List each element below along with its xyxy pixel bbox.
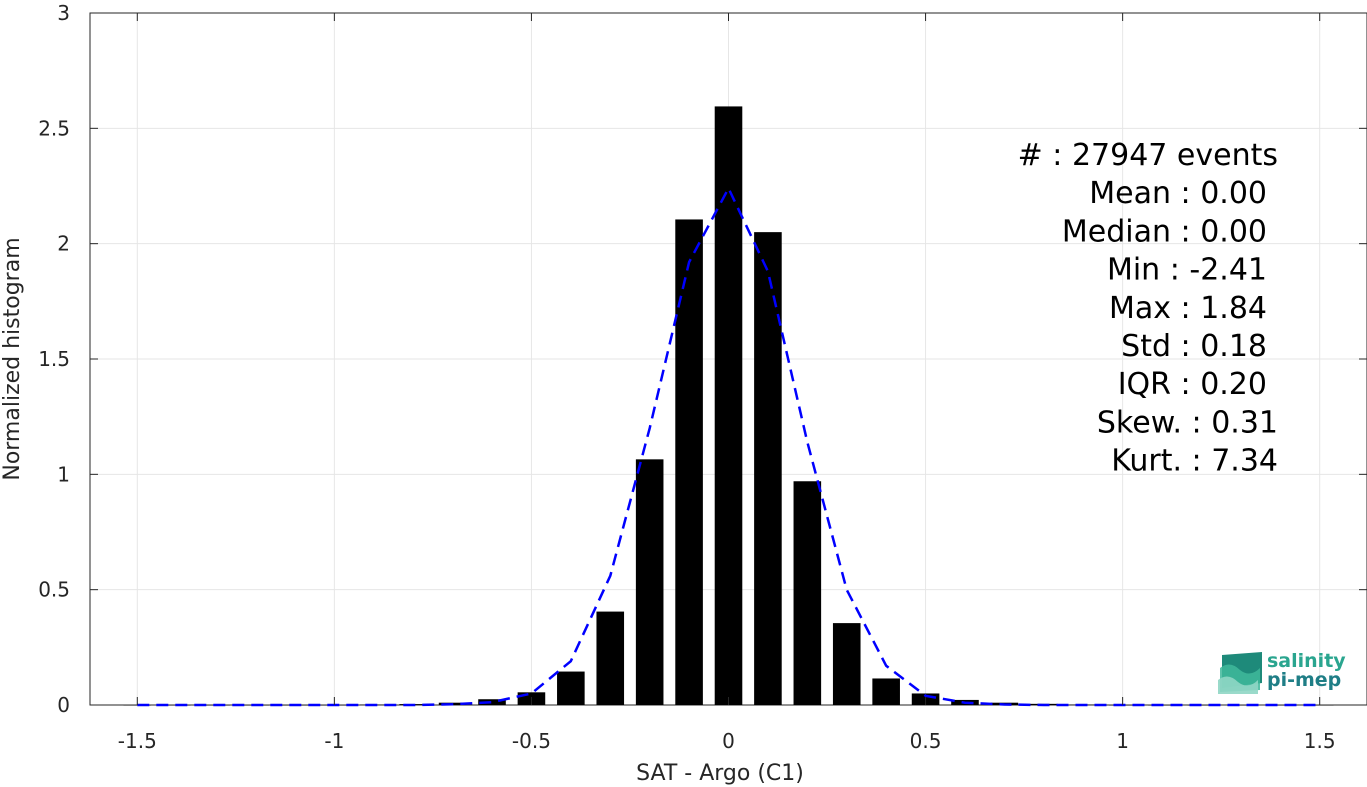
y-tick-label: 1.5 xyxy=(38,347,70,371)
x-tick-label: 1 xyxy=(1116,729,1129,753)
stats-line: # : 27947 events xyxy=(1018,138,1278,173)
histogram-bar xyxy=(1227,705,1255,706)
logo-line1: salinity xyxy=(1267,650,1346,672)
y-tick-label: 3 xyxy=(57,1,70,25)
stats-line: Std : 0.18 xyxy=(1121,329,1267,364)
x-tick-label: 1.5 xyxy=(1304,729,1336,753)
histogram-bar xyxy=(1305,705,1334,706)
y-tick-label: 0.5 xyxy=(38,578,70,602)
histogram-bar xyxy=(714,106,743,706)
stats-line: Mean : 0.00 xyxy=(1089,176,1267,211)
stats-line: Median : 0.00 xyxy=(1062,214,1267,249)
y-tick-label: 2.5 xyxy=(38,116,70,140)
stats-line: Max : 1.84 xyxy=(1109,291,1267,326)
x-tick-label: -1.5 xyxy=(118,729,157,753)
x-tick-label: 0.5 xyxy=(910,729,942,753)
y-tick-label: 0 xyxy=(57,693,70,717)
histogram-bar xyxy=(793,481,822,705)
histogram-bar xyxy=(123,705,152,706)
y-tick-label: 2 xyxy=(57,232,70,256)
salinity-pimep-logo: salinity pi-mep xyxy=(1218,650,1346,694)
y-tick-label: 1 xyxy=(57,462,70,486)
stats-line: Min : -2.41 xyxy=(1107,253,1267,288)
y-axis-title: Normalized histogram xyxy=(0,237,25,480)
histogram-bar xyxy=(478,699,506,705)
bars xyxy=(123,106,1334,706)
x-axis-title: SAT - Argo (C1) xyxy=(636,761,804,786)
x-tick-label: 0 xyxy=(722,729,735,753)
histogram-bar xyxy=(635,459,664,705)
histogram-bar xyxy=(1266,705,1295,706)
logo-line2: pi-mep xyxy=(1267,669,1341,691)
stats-line: Kurt. : 7.34 xyxy=(1111,444,1278,479)
histogram-bar xyxy=(557,671,585,705)
stats-line: Skew. : 0.31 xyxy=(1097,405,1278,440)
logo-wave-icon xyxy=(1218,652,1262,694)
axis-ticks: -1.5 -1 -0.5 0 0.5 1 1.5 0 0.5 1 1.5 2 2.5 3 xyxy=(38,1,1367,753)
histogram-bar xyxy=(832,623,861,705)
x-tick-label: -0.5 xyxy=(512,729,551,753)
histogram-bar xyxy=(754,232,782,705)
histogram-bar xyxy=(596,611,625,705)
histogram-bar xyxy=(675,219,703,706)
histogram-bar xyxy=(872,678,900,705)
x-tick-label: -1 xyxy=(324,729,344,753)
stats-line: IQR : 0.20 xyxy=(1118,367,1267,402)
